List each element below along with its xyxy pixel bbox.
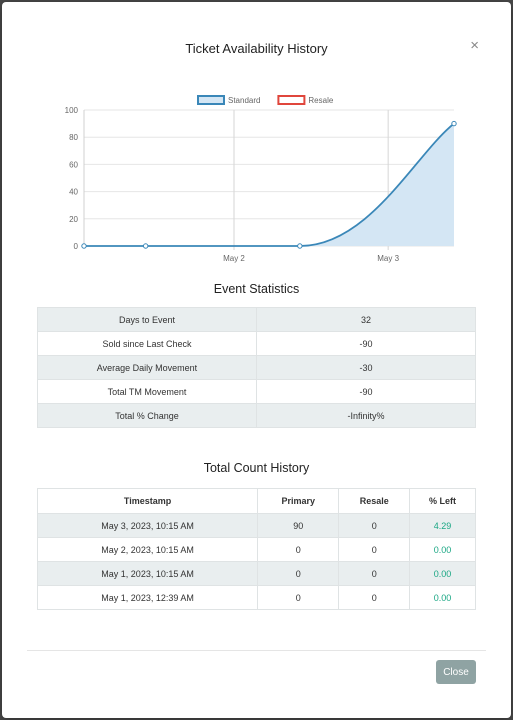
stats-value: 32 — [256, 307, 476, 332]
stats-value: -90 — [256, 331, 476, 356]
column-header-resale[interactable]: Resale — [338, 488, 411, 514]
primary-cell: 90 — [257, 513, 340, 538]
column-header-pct-left[interactable]: % Left — [409, 488, 476, 514]
stats-value: -90 — [256, 379, 476, 404]
modal-title: Ticket Availability History — [185, 41, 328, 56]
pct-left-cell: 4.29 — [409, 513, 476, 538]
data-point — [451, 120, 457, 127]
table-row: May 1, 2023, 12:39 AM 0 0 0.00 — [36, 585, 476, 610]
resale-cell: 0 — [338, 585, 411, 610]
x-tick-label: May 3 — [377, 254, 399, 263]
close-button[interactable]: Close — [436, 660, 476, 684]
timestamp-cell: May 2, 2023, 10:15 AM — [36, 537, 259, 562]
timestamp-cell: May 3, 2023, 10:15 AM — [36, 513, 259, 538]
pct-left-cell: 0.00 — [409, 537, 476, 562]
y-tick-label: 0 — [74, 242, 79, 251]
pct-left-cell: 0.00 — [409, 561, 476, 586]
stats-row: Days to Event 32 — [37, 307, 476, 332]
y-tick-label: 100 — [65, 106, 79, 115]
legend-label-standard: Standard — [228, 96, 260, 105]
stats-row: Sold since Last Check -90 — [37, 331, 476, 356]
table-row: May 1, 2023, 10:15 AM 0 0 0.00 — [36, 561, 476, 586]
x-tick-label: May 2 — [223, 254, 245, 263]
resale-cell: 0 — [338, 513, 411, 538]
availability-chart: 0 20 40 60 80 100 May 2 May 3 Standard Resale — [65, 95, 457, 263]
legend-label-resale: Resale — [308, 96, 333, 105]
primary-cell: 0 — [257, 585, 340, 610]
stats-label: Sold since Last Check — [37, 331, 257, 356]
pct-left-cell: 0.00 — [409, 585, 476, 610]
legend-swatch-resale — [277, 95, 306, 105]
event-statistics-title: Event Statistics — [213, 282, 300, 296]
y-tick-label: 80 — [69, 133, 78, 142]
close-icon[interactable]: × — [470, 37, 479, 54]
column-header-timestamp[interactable]: Timestamp — [36, 488, 259, 514]
column-header-primary[interactable]: Primary — [257, 488, 340, 514]
timestamp-cell: May 1, 2023, 12:39 AM — [36, 585, 259, 610]
stats-row: Total TM Movement -90 — [37, 379, 476, 404]
table-row: May 3, 2023, 10:15 AM 90 0 4.29 — [36, 513, 476, 538]
y-tick-label: 40 — [69, 188, 78, 197]
y-tick-label: 60 — [69, 160, 78, 169]
footer-divider — [27, 650, 486, 651]
timestamp-cell: May 1, 2023, 10:15 AM — [36, 561, 259, 586]
resale-cell: 0 — [338, 561, 411, 586]
legend-swatch-standard — [197, 95, 225, 105]
stats-label: Total % Change — [37, 403, 257, 428]
stats-label: Total TM Movement — [37, 379, 257, 404]
data-point — [81, 243, 87, 249]
count-history-title: Total Count History — [203, 461, 310, 475]
stats-row: Total % Change -Infinity% — [37, 403, 476, 428]
event-statistics-table: Days to Event 32 Sold since Last Check -… — [37, 307, 476, 428]
primary-cell: 0 — [257, 537, 340, 562]
primary-cell: 0 — [257, 561, 340, 586]
data-point — [297, 243, 303, 249]
resale-cell: 0 — [338, 537, 411, 562]
series-area-standard — [84, 123, 454, 246]
stats-row: Average Daily Movement -30 — [37, 355, 476, 380]
count-history-table: Timestamp Primary Resale % Left May 3, 2… — [36, 488, 476, 610]
stats-label: Average Daily Movement — [37, 355, 257, 380]
table-row: May 2, 2023, 10:15 AM 0 0 0.00 — [36, 537, 476, 562]
stats-value: -Infinity% — [256, 403, 476, 428]
y-tick-label: 20 — [69, 215, 78, 224]
data-point — [142, 243, 149, 249]
stats-value: -30 — [256, 355, 476, 380]
stats-label: Days to Event — [37, 307, 257, 332]
table-header-row: Timestamp Primary Resale % Left — [36, 488, 476, 514]
